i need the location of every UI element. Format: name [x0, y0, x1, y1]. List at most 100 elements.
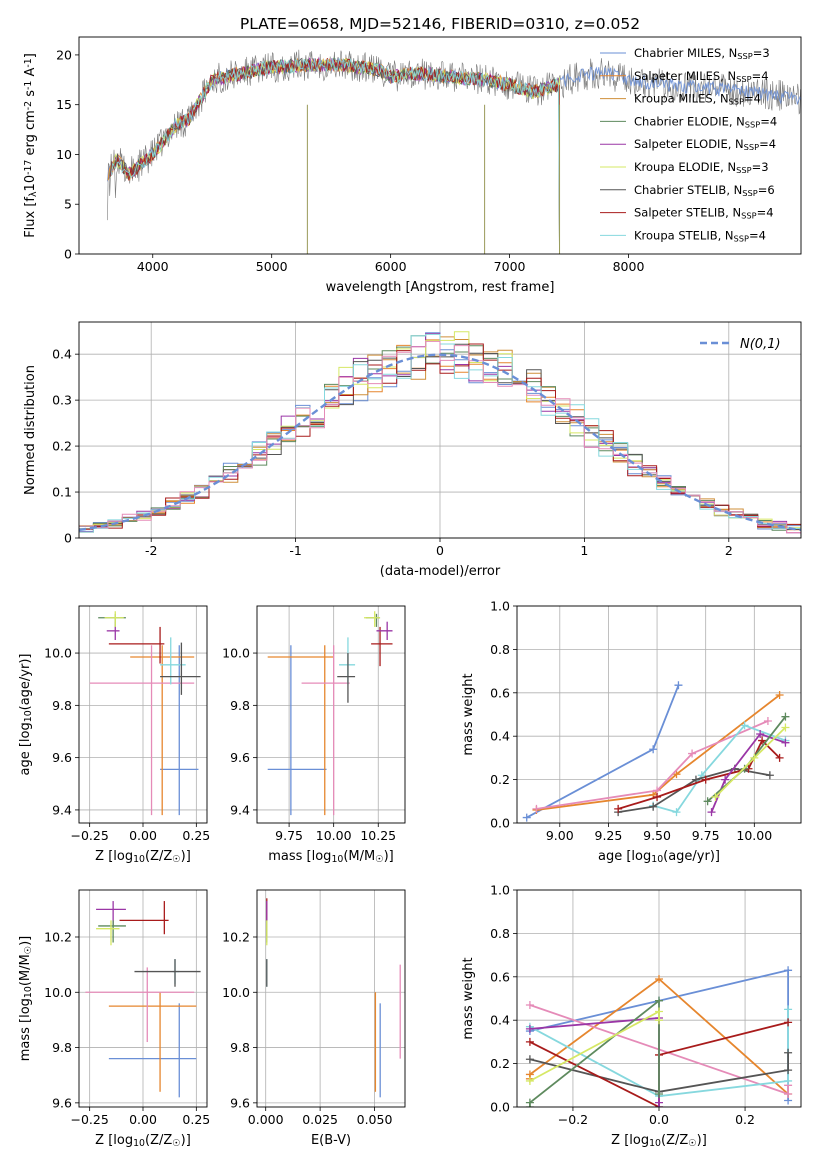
x-axis-label: wavelength [Angstrom, rest frame]: [326, 280, 555, 295]
y-tick-label: 9.8: [230, 1040, 250, 1055]
errorbar-point: [363, 611, 381, 627]
panel-age_vs_Z: −0.25 0.00 0.25 9.4 9.6 9.8 10.0 Z [log10(Z/Z☉)…: [18, 605, 210, 865]
series-marker: [688, 749, 697, 758]
series-marker: [711, 792, 720, 801]
y-tick-label: 10.2: [44, 929, 72, 944]
y-tick-label: 0.1: [52, 485, 72, 500]
x-axis-label: Z [log10(Z/Z☉)]: [95, 849, 191, 865]
y-tick-label: 9.6: [230, 1095, 250, 1110]
legend-entry: Kroupa STELIB, NSSP=4: [634, 228, 766, 243]
y-axis-label: mass weight: [461, 673, 476, 755]
y-tick-label: 9.6: [52, 750, 72, 765]
y-tick-label: 9.8: [230, 698, 250, 713]
errorbar-point: [130, 645, 195, 816]
x-tick-label: 10.00: [736, 828, 772, 843]
x-tick-label: 9.00: [546, 828, 574, 843]
y-tick-label: 0: [64, 531, 72, 546]
x-tick-label: 4000: [137, 259, 169, 274]
plot-area: [267, 611, 393, 816]
y-tick-label: 0.8: [490, 642, 510, 657]
errorbar-point: [371, 626, 393, 667]
series-marker: [775, 690, 784, 699]
figure-title: PLATE=0658, MJD=52146, FIBERID=0310, z=0…: [240, 15, 640, 33]
legend-entry: N(0,1): [740, 337, 781, 352]
errorbar-point: [89, 645, 195, 816]
errorbar-point: [85, 967, 195, 1043]
spectrum-model-line: [108, 57, 560, 254]
y-tick-label: 9.6: [230, 750, 250, 765]
x-tick-label: 5000: [256, 259, 288, 274]
series-marker: [763, 717, 772, 726]
y-tick-label: 10.0: [222, 646, 250, 661]
errorbar-point: [376, 621, 393, 640]
y-tick-label: 10.2: [222, 929, 250, 944]
x-tick-label: 0.0: [649, 1112, 669, 1127]
series-marker: [740, 721, 749, 730]
x-axis-label: age [log10(age/yr)]: [598, 849, 720, 865]
legend-entry: Salpeter ELODIE, NSSP=4: [634, 137, 776, 152]
series-line: [710, 732, 786, 813]
y-tick-label: 0: [64, 247, 72, 262]
x-tick-label: 7000: [494, 259, 526, 274]
y-tick-label: 9.6: [52, 1095, 72, 1110]
legend-entry: Chabrier MILES, NSSP=3: [634, 46, 770, 61]
y-tick-label: 0.4: [52, 347, 72, 362]
x-tick-label: 9.75: [275, 828, 303, 843]
errorbar-point: [267, 645, 327, 816]
panel-weight_vs_Z: −0.2 0.0 0.2 0.0 0.2 0.4 0.6 0.8 1.0 Z [log10(Z/Z…: [461, 883, 802, 1149]
series-marker: [765, 771, 774, 780]
x-tick-label: -1: [289, 543, 301, 558]
series-line: [529, 1017, 660, 1107]
series-marker: [532, 804, 541, 813]
errorbar-point: [339, 637, 356, 685]
x-tick-label: 0: [436, 543, 444, 558]
series-marker: [784, 1089, 793, 1098]
series-marker: [655, 1089, 663, 1098]
x-tick-label: −0.2: [558, 1112, 588, 1127]
x-tick-label: 0.025: [302, 1112, 338, 1127]
legend-entry: Chabrier STELIB, NSSP=6: [634, 183, 775, 198]
panel-age_vs_mass: 9.75 10.00 10.25 9.4 9.6 9.8 10.0 mass [log10(M…: [222, 605, 406, 865]
errorbar-point: [267, 645, 334, 816]
x-axis-label: Z [log10(Z/Z☉)]: [611, 1133, 707, 1149]
series-marker: [781, 712, 790, 721]
series-marker: [775, 753, 784, 762]
x-tick-label: −0.25: [71, 1112, 109, 1127]
errorbar-point: [119, 901, 169, 935]
legend-entry: Salpeter MILES, NSSP=4: [634, 69, 769, 84]
x-tick-label: 6000: [375, 259, 407, 274]
y-tick-label: 0.0: [490, 816, 510, 831]
y-tick-label: 20: [56, 47, 72, 62]
errorbar-point: [104, 611, 124, 627]
y-tick-label: 0.8: [490, 926, 510, 941]
errorbar-point: [108, 1003, 197, 1098]
x-tick-label: 0.25: [182, 828, 210, 843]
series-marker: [655, 974, 663, 983]
series-marker: [756, 730, 765, 739]
x-axis-label: mass [log10(M/M☉)]: [268, 849, 394, 865]
y-tick-label: 10.0: [44, 646, 72, 661]
x-tick-label: 0.00: [129, 1112, 157, 1127]
series-line: [536, 694, 781, 811]
y-tick-label: 9.8: [52, 698, 72, 713]
y-tick-label: 0.2: [490, 1056, 510, 1071]
x-tick-label: 1: [580, 543, 588, 558]
weight-series: [649, 721, 790, 817]
x-tick-label: 0.050: [357, 1112, 393, 1127]
series-marker: [784, 1048, 793, 1057]
series-marker: [655, 1016, 663, 1025]
series-marker: [525, 1055, 534, 1064]
y-axis-label: Flux [fλ10-17 erg cm-2 s-1 A-1]: [23, 53, 39, 238]
series-marker: [758, 736, 767, 745]
series-marker: [655, 1007, 663, 1016]
x-tick-label: 9.50: [643, 828, 671, 843]
series-marker: [525, 1024, 534, 1033]
y-tick-label: 0.0: [490, 1100, 510, 1115]
series-line: [529, 1052, 789, 1093]
weight-series: [525, 1048, 793, 1096]
errorbar-point: [301, 645, 350, 816]
panel-residuals: -2 -1 0 1 2 0 0.1 0.2 0.3 0.4 (data-model)/error No…: [23, 321, 802, 579]
y-tick-label: 5: [64, 197, 72, 212]
weight-series: [707, 730, 790, 817]
series-marker: [655, 996, 663, 1005]
